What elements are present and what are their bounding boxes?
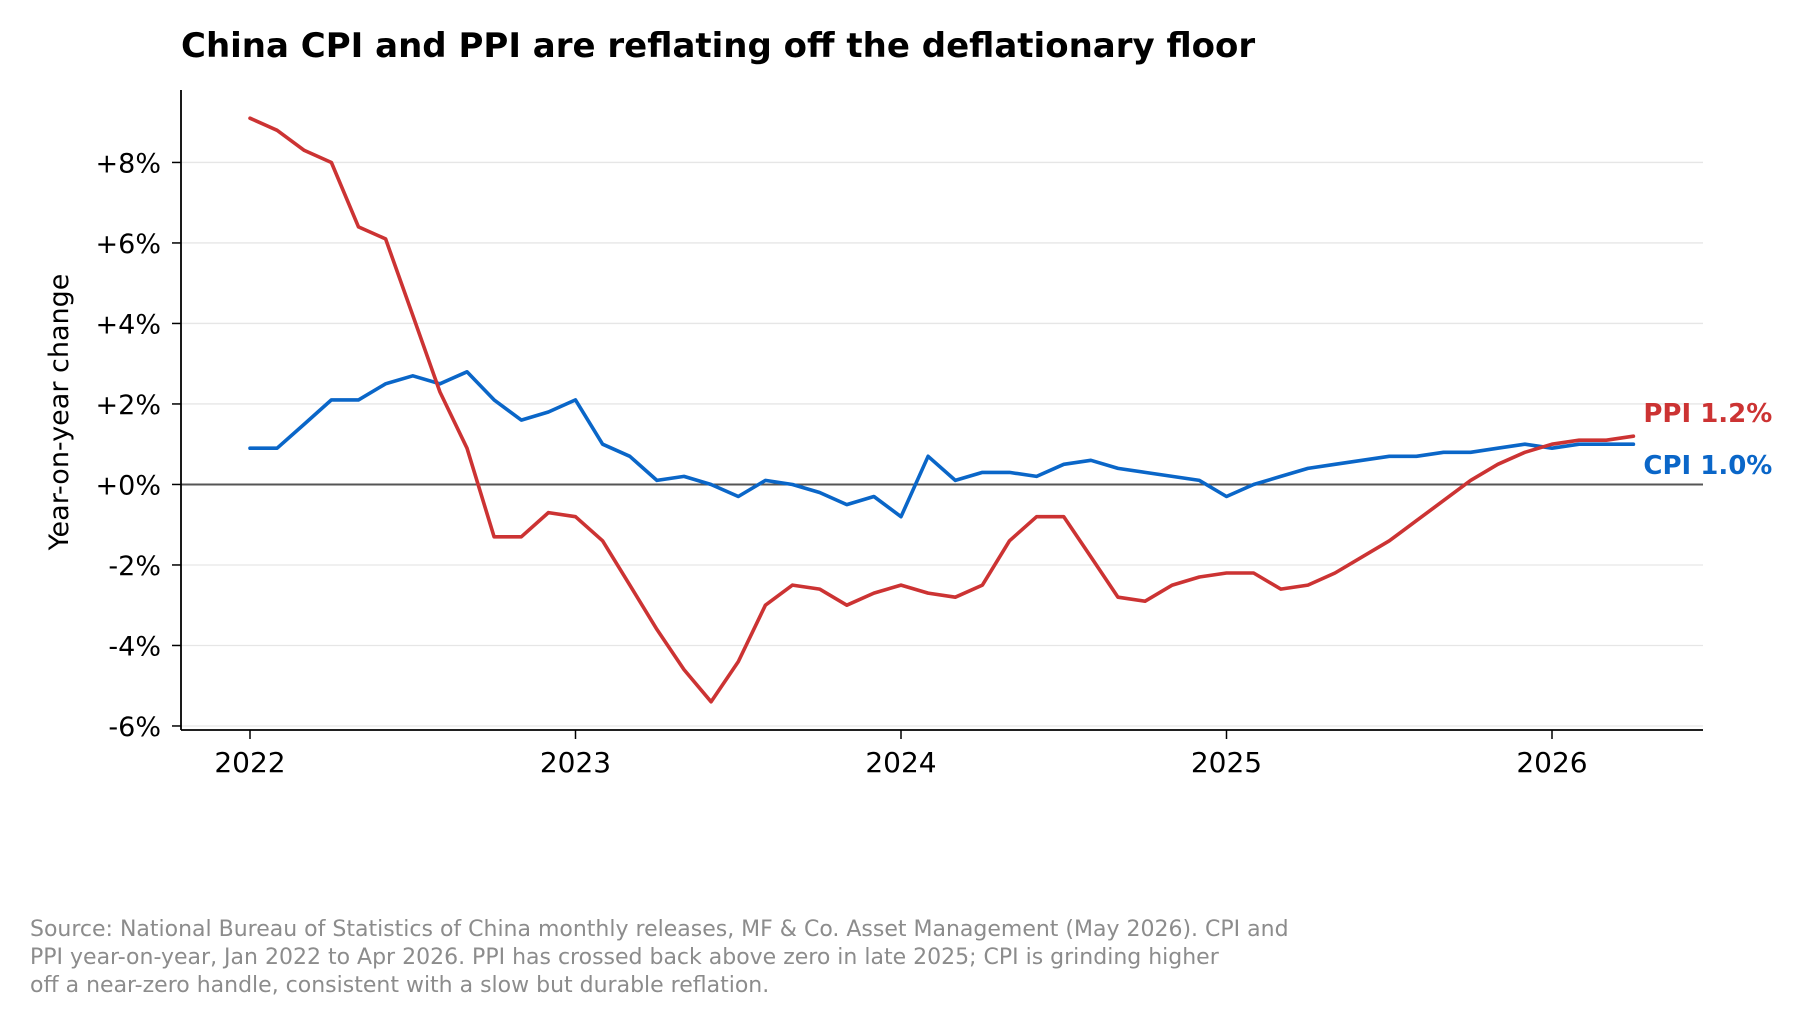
source-note: Source: National Bureau of Statistics of… [30,916,1490,1000]
source-note-line-3: off a near-zero handle, consistent with … [30,973,770,998]
x-tick-label: 2026 [1516,746,1587,779]
end-label-cpi: CPI 1.0% [1643,451,1772,481]
x-tick-label: 2023 [540,746,611,779]
series-line-cpi [248,369,1636,519]
y-tick-label: +6% [96,229,161,260]
y-tick-label: -2% [108,551,161,582]
gridlines [181,161,1703,727]
series-line-ppi [248,116,1636,704]
source-note-line-2: PPI year-on-year, Jan 2022 to Apr 2026. … [30,945,1219,970]
x-tick-label: 2022 [214,746,285,779]
end-labels: CPI 1.0% PPI 1.2% [1643,399,1772,481]
x-tick-label: 2025 [1191,746,1262,779]
x-tick-label: 2024 [865,746,936,779]
y-tick-label: +8% [96,148,161,179]
source-note-line-1: Source: National Bureau of Statistics of… [30,917,1289,942]
y-tick-label: +4% [96,309,161,340]
y-tick-label: +0% [96,470,161,501]
end-label-ppi: PPI 1.2% [1643,399,1772,429]
y-tick-label: -4% [108,631,161,662]
y-tick-label: -6% [108,712,161,743]
series-lines [248,116,1636,704]
axes [180,90,1703,731]
chart-title: China CPI and PPI are reflating off the … [181,26,1255,66]
ticks: +8% +6% +4% +2% +0% -2% -4% -6% 2022 2023 2024 2025… [96,148,1588,779]
y-tick-label: +2% [96,390,161,421]
y-axis-label: Year-on-year change [44,274,75,552]
